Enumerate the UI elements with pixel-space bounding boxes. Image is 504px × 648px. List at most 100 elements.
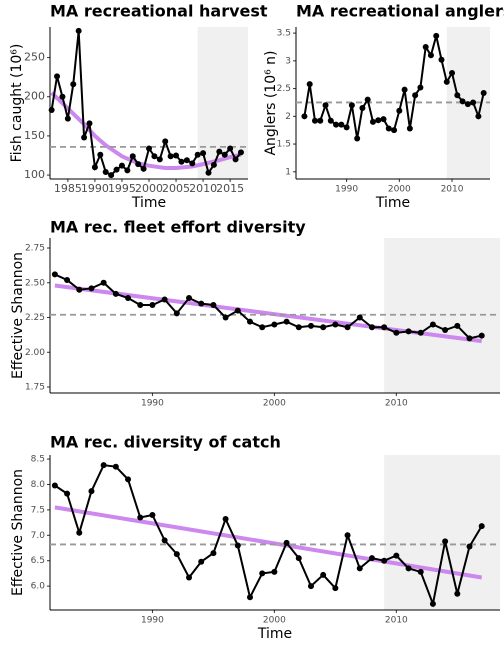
point xyxy=(200,150,207,157)
point xyxy=(464,101,471,108)
y-axis-label: Effective Shannon xyxy=(10,469,26,596)
point xyxy=(81,134,88,141)
point xyxy=(194,151,201,158)
point xyxy=(405,565,412,572)
point xyxy=(454,590,461,597)
y-tick-label: 6.5 xyxy=(31,556,45,566)
point xyxy=(429,600,436,607)
point xyxy=(442,327,449,334)
point xyxy=(327,117,334,124)
point xyxy=(173,551,180,558)
point xyxy=(198,300,205,307)
point xyxy=(364,96,371,103)
point xyxy=(356,314,363,321)
point xyxy=(259,324,266,331)
point xyxy=(210,550,217,557)
point xyxy=(161,296,168,303)
x-axis-label: Time xyxy=(257,626,292,642)
point xyxy=(97,151,104,158)
point xyxy=(210,161,217,168)
point xyxy=(125,476,132,483)
y-tick-label: 250 xyxy=(24,51,45,64)
point xyxy=(112,290,119,297)
point xyxy=(359,104,366,111)
point xyxy=(161,537,168,544)
point xyxy=(234,307,241,314)
point xyxy=(149,302,156,309)
x-tick-label: 1990 xyxy=(335,185,358,195)
point xyxy=(189,160,196,167)
point xyxy=(427,52,434,59)
point xyxy=(271,568,278,575)
x-tick-label: 2010 xyxy=(385,616,408,626)
point xyxy=(183,157,190,164)
point xyxy=(221,151,228,158)
point xyxy=(381,557,388,564)
y-tick-label: 2.25 xyxy=(25,313,45,323)
y-axis-label: Anglers (10⁶ n) xyxy=(263,50,279,155)
point xyxy=(380,116,387,123)
point xyxy=(354,135,361,142)
point xyxy=(311,117,318,124)
x-tick-label: 2005 xyxy=(162,182,190,195)
point xyxy=(322,102,329,109)
point xyxy=(210,302,217,309)
point xyxy=(381,324,388,331)
point xyxy=(113,166,120,173)
point xyxy=(247,594,253,601)
point xyxy=(247,318,253,325)
point xyxy=(108,172,115,179)
point xyxy=(417,84,424,91)
point xyxy=(151,153,158,160)
point xyxy=(317,117,324,124)
point xyxy=(454,322,461,329)
point xyxy=(186,574,193,581)
point xyxy=(178,158,185,165)
point xyxy=(405,328,412,335)
point xyxy=(70,81,77,88)
shade xyxy=(384,455,500,610)
point xyxy=(137,514,144,521)
point xyxy=(48,107,55,114)
point xyxy=(186,295,193,302)
y-tick-label: 200 xyxy=(24,90,45,103)
point xyxy=(102,168,109,175)
point xyxy=(332,585,339,592)
y-tick-label: 2.50 xyxy=(25,278,45,288)
point xyxy=(283,318,290,325)
point xyxy=(100,462,107,469)
point xyxy=(449,70,456,77)
point xyxy=(232,156,239,163)
x-tick-label: 2015 xyxy=(216,182,244,195)
point xyxy=(75,27,82,34)
point xyxy=(375,117,382,124)
point xyxy=(295,555,302,562)
point xyxy=(344,532,351,539)
point xyxy=(149,511,156,518)
x-tick-label: 2010 xyxy=(189,182,217,195)
y-tick-label: 100 xyxy=(24,168,45,181)
point xyxy=(391,127,398,134)
y-tick-label: 3.5 xyxy=(277,29,291,39)
y-axis-label: Effective Shannon xyxy=(10,252,26,379)
point xyxy=(205,169,212,176)
point xyxy=(146,145,152,152)
point xyxy=(393,329,400,336)
point xyxy=(86,120,93,127)
y-tick-label: 2.5 xyxy=(277,84,291,94)
point xyxy=(173,310,180,317)
point xyxy=(167,153,174,160)
x-tick-label: 1990 xyxy=(141,616,164,626)
y-tick-label: 7.5 xyxy=(31,505,45,515)
point xyxy=(88,488,95,495)
point xyxy=(222,314,229,321)
x-tick-label: 2000 xyxy=(388,185,411,195)
point xyxy=(438,56,445,63)
y-tick-label: 6.0 xyxy=(31,582,46,592)
point xyxy=(271,321,278,328)
point xyxy=(135,161,142,168)
point xyxy=(237,149,244,156)
x-tick-label: 2000 xyxy=(263,399,286,409)
point xyxy=(348,102,355,109)
point xyxy=(478,332,485,339)
